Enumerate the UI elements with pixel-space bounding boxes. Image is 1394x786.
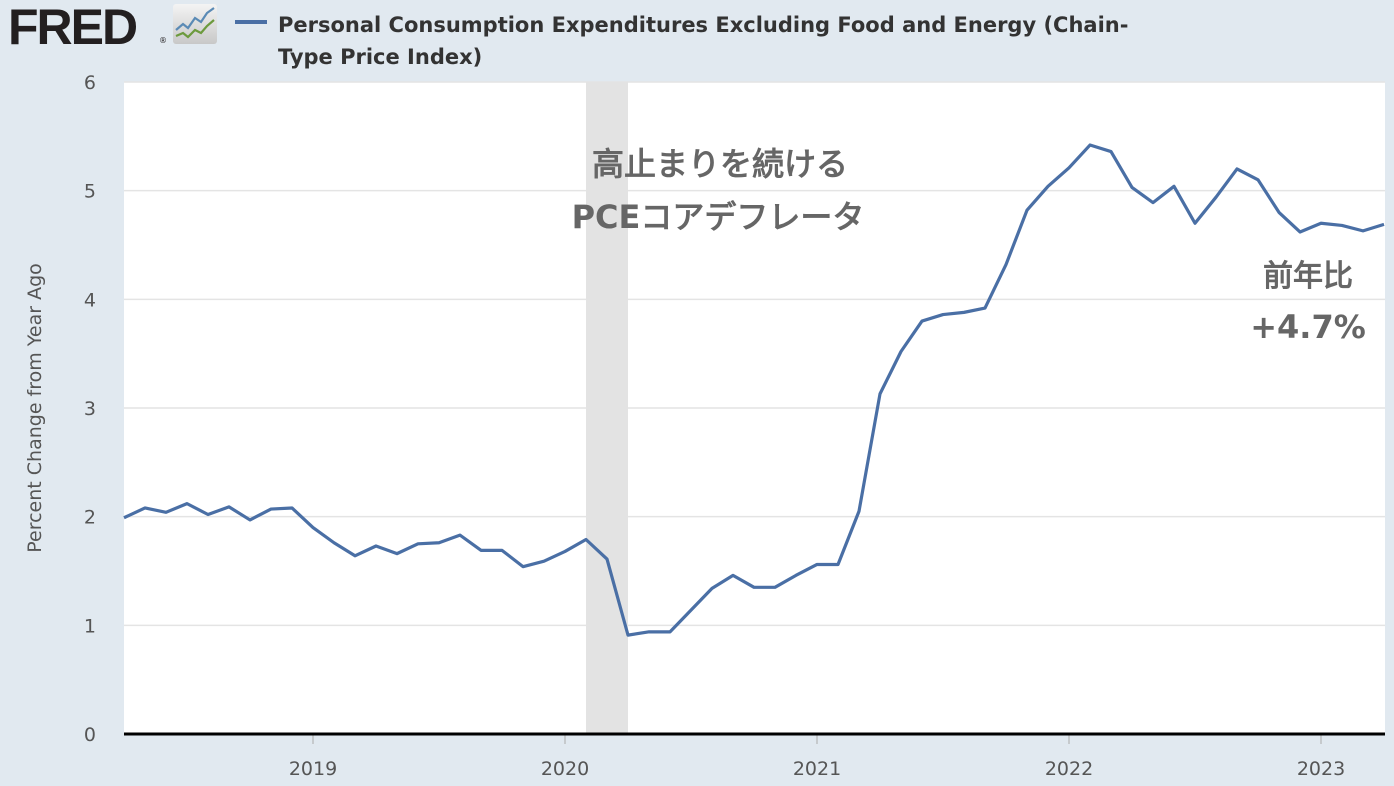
x-tick-label: 2021 bbox=[793, 758, 841, 780]
x-tick-label: 2020 bbox=[541, 758, 589, 780]
y-tick-label: 0 bbox=[84, 724, 96, 746]
fred-logo[interactable]: FRED bbox=[8, 0, 138, 55]
annotation-yoy-label: 前年比 bbox=[1263, 259, 1353, 294]
x-tick-label: 2023 bbox=[1297, 758, 1345, 780]
y-tick-label: 5 bbox=[84, 181, 96, 203]
y-tick-label: 1 bbox=[84, 615, 96, 637]
x-tick-label: 2022 bbox=[1045, 758, 1093, 780]
y-axis-label: Percent Change from Year Ago bbox=[24, 263, 46, 553]
legend-swatch bbox=[235, 20, 267, 24]
y-tick-label: 3 bbox=[84, 398, 96, 420]
x-tick-label: 2019 bbox=[289, 758, 337, 780]
annotation-yoy-value: +4.7% bbox=[1250, 308, 1366, 346]
y-tick-label: 2 bbox=[84, 507, 96, 529]
fred-chart-icon bbox=[173, 4, 217, 44]
recession-shading bbox=[586, 82, 628, 734]
y-tick-label: 4 bbox=[84, 289, 96, 311]
annotation-line1: 高止まりを続ける bbox=[592, 145, 848, 183]
registered-mark: ® bbox=[159, 36, 167, 45]
annotation-line2: PCEコアデフレータ bbox=[572, 198, 865, 236]
y-tick-label: 6 bbox=[84, 72, 96, 94]
series-title[interactable]: Personal Consumption Expenditures Exclud… bbox=[278, 13, 1129, 69]
